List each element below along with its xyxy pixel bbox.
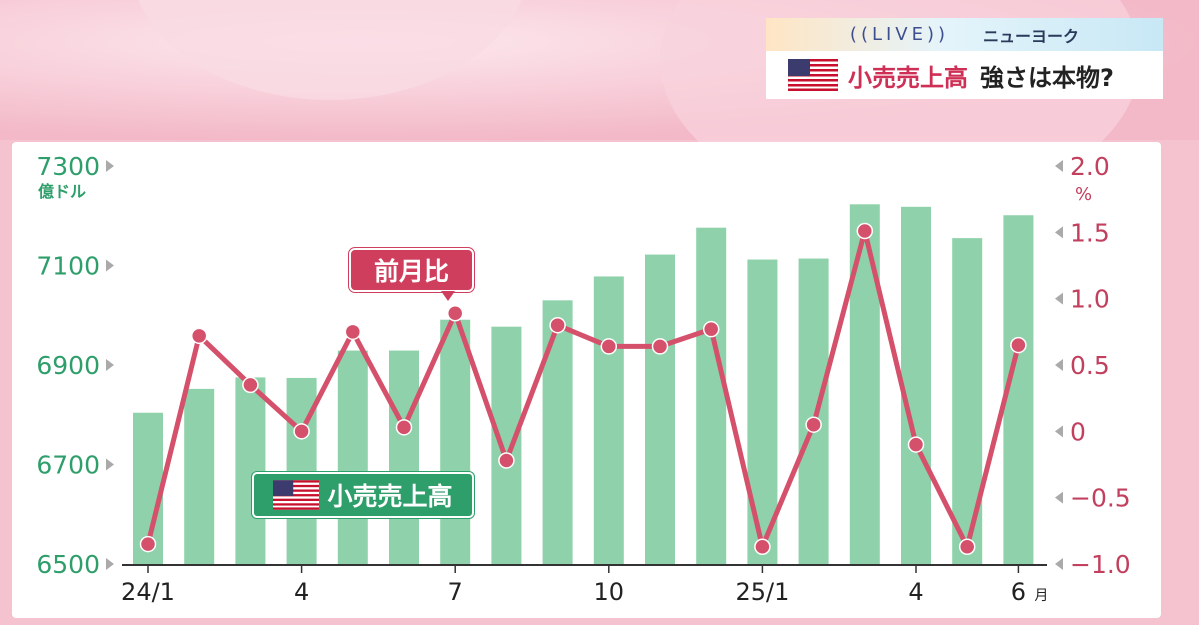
bar-10 <box>645 254 675 564</box>
mom-point-14 <box>856 222 874 240</box>
mom-point-1 <box>190 327 208 345</box>
mom-point-4 <box>344 323 362 341</box>
y-right-tick-label-6: −1.0 <box>1070 550 1131 579</box>
tick-arrow-icon <box>1055 558 1063 570</box>
tick-arrow-icon <box>106 458 114 471</box>
bar-9 <box>593 276 624 564</box>
mom-point-8 <box>549 316 566 334</box>
y-right-tick-label-5: −0.5 <box>1070 484 1131 513</box>
tick-arrow-icon <box>1055 425 1063 438</box>
y-right-tick-label-4: 0 <box>1070 417 1086 446</box>
tick-arrow-icon <box>106 259 114 272</box>
mom-point-11 <box>702 320 720 338</box>
y-left-unit-label: 億ドル <box>38 182 86 201</box>
news-header: ((LIVE)) ニューヨーク 小売売上高 強さは本物? <box>766 18 1163 99</box>
headline-main: 小売売上高 <box>848 63 968 92</box>
bar-8 <box>542 300 573 564</box>
tick-arrow-icon <box>1055 491 1063 504</box>
x-tick-label-12: 25/1 <box>735 578 789 606</box>
mom-point-12 <box>754 538 771 556</box>
bar-series-label: 小売売上高 <box>252 472 474 518</box>
mom-point-17 <box>1010 336 1027 354</box>
headline-row: 小売売上高 強さは本物? <box>766 51 1163 99</box>
tick-arrow-icon <box>106 359 114 371</box>
mom-point-0 <box>139 535 157 553</box>
bar-13 <box>798 258 829 564</box>
y-left-tick-label-1: 7100 <box>36 252 100 281</box>
bar-7 <box>491 326 522 564</box>
tick-arrow-icon <box>1055 160 1063 172</box>
bar-6 <box>440 319 471 564</box>
y-left-tick-label-0: 7300 <box>36 152 100 181</box>
x-tick-label-6: 7 <box>448 578 463 606</box>
mom-point-7 <box>498 452 515 469</box>
us-flag-icon <box>273 480 320 510</box>
y-left-tick-label-2: 6900 <box>36 351 100 380</box>
mom-line-label: 前月比 <box>349 248 474 301</box>
bar-4 <box>337 350 368 564</box>
y-left-tick-label-3: 6700 <box>36 451 100 480</box>
x-tick-label-3: 4 <box>294 578 309 606</box>
bar-1 <box>184 388 215 564</box>
x-tick-label-9: 10 <box>594 578 625 606</box>
live-row: ((LIVE)) ニューヨーク <box>766 18 1163 51</box>
y-right-tick-label-0: 2.0 <box>1070 152 1110 181</box>
mom-point-9 <box>600 338 618 355</box>
y-right-tick-label-2: 1.0 <box>1070 285 1110 314</box>
mom-point-6 <box>446 305 464 322</box>
live-badge: ((LIVE)) <box>849 24 950 45</box>
mom-point-5 <box>395 419 413 436</box>
mom-point-2 <box>242 376 259 394</box>
bar-2 <box>235 377 266 564</box>
bar-15 <box>901 206 931 565</box>
bar-14 <box>849 204 880 564</box>
us-flag-icon <box>788 59 838 91</box>
x-tick-label-17: 6 <box>1011 578 1026 606</box>
mom-point-16 <box>958 538 976 556</box>
bar-series-label-text: 小売売上高 <box>327 482 453 511</box>
mom-point-3 <box>293 423 310 440</box>
y-right-tick-label-1: 1.5 <box>1070 218 1110 247</box>
mom-point-13 <box>805 416 822 433</box>
location-label: ニューヨーク <box>983 26 1080 46</box>
retail-sales-chart: 24/1 4 7 10 25/1 4 6 月 7300 7100 6900 6700 6500 億ドル 2.… <box>36 152 1131 606</box>
bar-5 <box>389 350 419 564</box>
tick-arrow-icon <box>1055 226 1063 239</box>
x-tick-label-15: 4 <box>908 578 923 606</box>
tick-arrow-icon <box>106 558 114 570</box>
mom-line <box>145 228 1021 550</box>
headline-sub: 強さは本物? <box>980 63 1114 92</box>
y-right-unit-label: % <box>1075 184 1092 205</box>
y-right-tick-label-3: 0.5 <box>1070 351 1110 380</box>
mom-point-15 <box>907 436 925 453</box>
chart-panel: 24/1 4 7 10 25/1 4 6 月 7300 7100 6900 6700 6500 億ドル 2.… <box>12 142 1161 618</box>
bar-11 <box>696 227 727 564</box>
tick-arrow-icon <box>106 160 114 172</box>
tick-arrow-icon <box>1055 292 1063 305</box>
y-left-tick-label-4: 6500 <box>36 550 100 579</box>
mom-point-10 <box>651 338 669 355</box>
tick-arrow-icon <box>1055 359 1063 371</box>
x-tick-label-0: 24/1 <box>121 578 175 606</box>
x-unit-label: 月 <box>1034 588 1048 604</box>
